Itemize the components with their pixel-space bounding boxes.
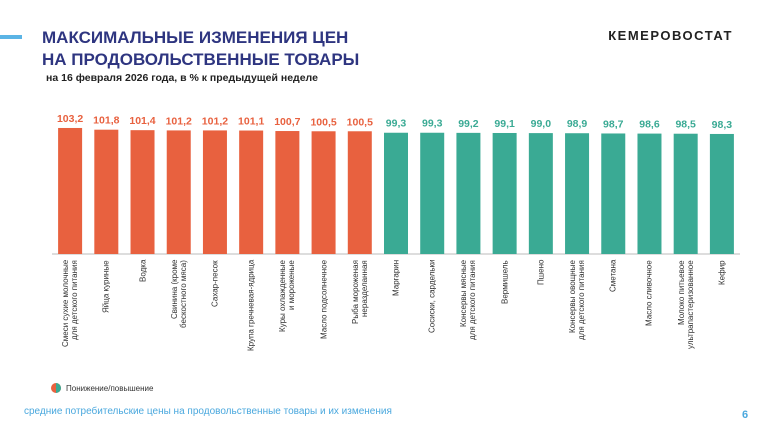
bar (202, 130, 227, 254)
value-label: 101,8 (93, 115, 119, 127)
bar (58, 127, 83, 254)
value-label: 98,9 (567, 118, 588, 130)
value-label: 101,4 (129, 115, 155, 127)
bar (347, 131, 372, 254)
legend-marker (56, 383, 61, 393)
x-tick-label: Молоко питьевое ультрапастеризованное (676, 260, 695, 349)
bar (456, 132, 481, 254)
value-label: 103,2 (57, 113, 83, 125)
value-label: 99,1 (494, 118, 515, 130)
brand: КЕМЕРОВОСТАТ (608, 28, 733, 43)
bar (492, 132, 517, 254)
accent-bar (0, 35, 22, 39)
value-label: 101,1 (238, 116, 264, 128)
x-tick-label: Консервы овощные для детского питания (568, 260, 587, 340)
value-label: 98,5 (675, 119, 696, 131)
chart-subtitle: на 16 февраля 2026 года, в % к предыдуще… (46, 72, 318, 84)
x-tick-label: Маргарин (391, 260, 401, 297)
bar (420, 132, 445, 254)
value-label: 99,3 (422, 118, 443, 130)
x-tick-label: Крупа гречневая-ядрица (246, 260, 256, 352)
x-tick-label: Сосиски, сардельки (427, 260, 437, 334)
value-label: 100,5 (310, 116, 336, 128)
bar (637, 133, 662, 254)
x-tick-label: Сахар-песок (210, 260, 220, 307)
x-tick-label: Куры охлажденные и мороженые (278, 260, 297, 332)
bar (601, 133, 626, 254)
footer: средние потребительские цены на продовол… (24, 405, 392, 417)
x-tick-label: Рыба мороженая неразделанная (350, 260, 369, 324)
chart-title: НА ПРОДОВОЛЬСТВЕННЫЕ ТОВАРЫ (42, 50, 359, 69)
value-label: 100,5 (347, 116, 373, 128)
x-tick-label: Водка (138, 260, 148, 283)
bar (673, 133, 698, 254)
value-label: 98,6 (639, 119, 660, 131)
bar (565, 133, 590, 254)
x-tick-label: Свинина (кроме бескостного мяса) (169, 260, 188, 328)
bar (94, 129, 119, 254)
bar (275, 131, 300, 254)
legend-label: Понижение/повышение (66, 384, 154, 393)
x-tick-label: Смеси сухие молочные для детского питани… (61, 260, 80, 348)
bar (166, 130, 191, 254)
x-tick-label: Масло подсолнечное (319, 260, 329, 340)
value-label: 98,3 (712, 119, 733, 131)
bar (239, 130, 264, 254)
value-label: 100,7 (274, 116, 300, 128)
bar (130, 130, 155, 254)
bar (528, 133, 553, 254)
value-label: 98,7 (603, 118, 624, 130)
bar (311, 131, 336, 254)
x-tick-label: Масло сливочное (644, 260, 654, 326)
bar (384, 132, 408, 254)
bar (709, 133, 734, 254)
x-tick-label: Вермишель (500, 260, 510, 304)
value-label: 99,3 (386, 118, 407, 130)
x-tick-label: Консервы мясные для детского питания (459, 260, 478, 340)
value-label: 99,2 (458, 118, 479, 130)
x-tick-label: Сметана (608, 260, 618, 293)
value-label: 99,0 (531, 118, 552, 130)
x-tick-label: Пшено (536, 260, 546, 286)
value-label: 101,2 (166, 115, 192, 127)
x-tick-label: Кефир (717, 260, 727, 285)
page-number: 6 (742, 409, 748, 421)
x-tick-label: Яйца куриные (101, 260, 111, 313)
value-label: 101,2 (202, 115, 228, 127)
chart-title: МАКСИМАЛЬНЫЕ ИЗМЕНЕНИЯ ЦЕН (42, 28, 348, 47)
